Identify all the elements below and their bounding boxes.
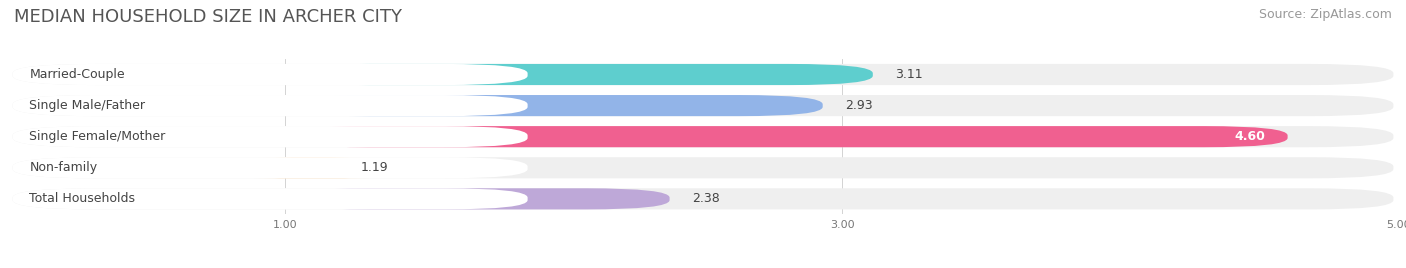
FancyBboxPatch shape bbox=[13, 64, 527, 85]
Text: 4.60: 4.60 bbox=[1234, 130, 1265, 143]
FancyBboxPatch shape bbox=[13, 95, 527, 116]
Text: Total Households: Total Households bbox=[30, 192, 135, 205]
FancyBboxPatch shape bbox=[13, 126, 1393, 147]
FancyBboxPatch shape bbox=[254, 157, 368, 178]
Text: Non-family: Non-family bbox=[30, 161, 97, 174]
FancyBboxPatch shape bbox=[285, 188, 669, 209]
FancyBboxPatch shape bbox=[285, 95, 823, 116]
FancyBboxPatch shape bbox=[13, 188, 527, 209]
FancyBboxPatch shape bbox=[13, 126, 527, 147]
FancyBboxPatch shape bbox=[285, 126, 1288, 147]
Text: Single Male/Father: Single Male/Father bbox=[30, 99, 145, 112]
FancyBboxPatch shape bbox=[285, 64, 873, 85]
Text: MEDIAN HOUSEHOLD SIZE IN ARCHER CITY: MEDIAN HOUSEHOLD SIZE IN ARCHER CITY bbox=[14, 8, 402, 26]
Text: 1.19: 1.19 bbox=[360, 161, 388, 174]
Text: Married-Couple: Married-Couple bbox=[30, 68, 125, 81]
FancyBboxPatch shape bbox=[13, 64, 1393, 85]
Text: 3.11: 3.11 bbox=[896, 68, 922, 81]
Text: Single Female/Mother: Single Female/Mother bbox=[30, 130, 166, 143]
FancyBboxPatch shape bbox=[13, 157, 527, 178]
FancyBboxPatch shape bbox=[13, 188, 1393, 209]
FancyBboxPatch shape bbox=[13, 95, 1393, 116]
Text: 2.93: 2.93 bbox=[845, 99, 873, 112]
FancyBboxPatch shape bbox=[13, 157, 1393, 178]
Text: 2.38: 2.38 bbox=[692, 192, 720, 205]
Text: Source: ZipAtlas.com: Source: ZipAtlas.com bbox=[1258, 8, 1392, 21]
